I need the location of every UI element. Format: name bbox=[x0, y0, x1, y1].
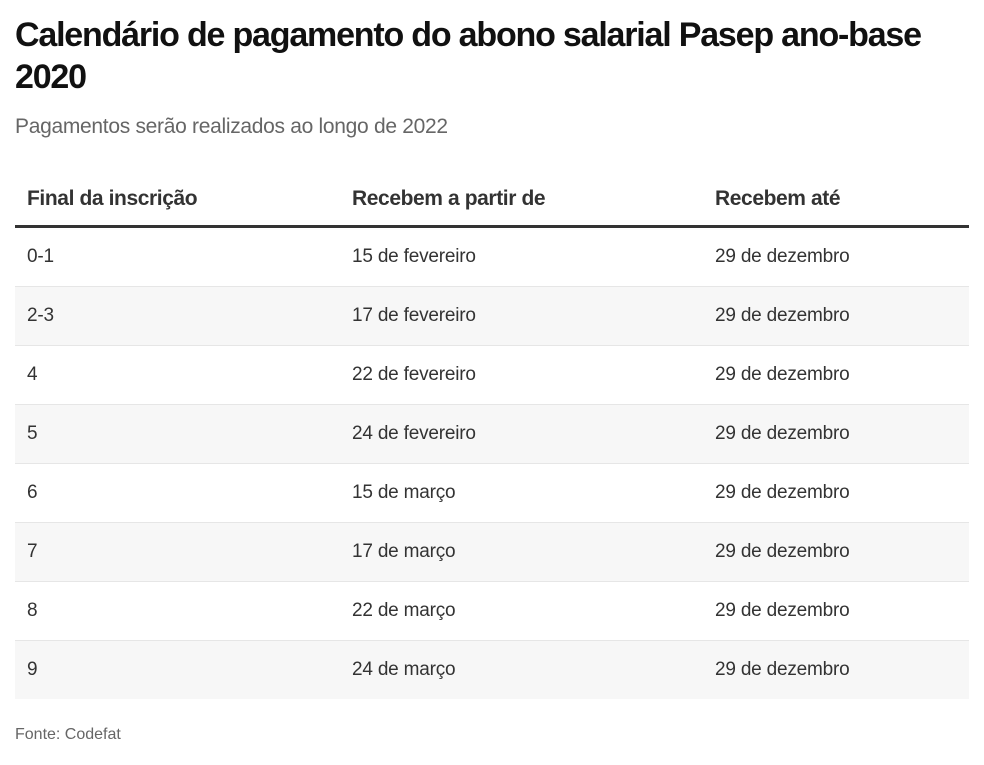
cell-final: 8 bbox=[15, 581, 340, 641]
cell-end-date: 29 de dezembro bbox=[703, 226, 969, 287]
table-row: 6 15 de março 29 de dezembro bbox=[15, 463, 969, 523]
cell-start-date: 22 de março bbox=[340, 581, 703, 641]
cell-end-date: 29 de dezembro bbox=[703, 345, 969, 405]
payment-calendar-table: Final da inscrição Recebem a partir de R… bbox=[15, 172, 969, 699]
cell-end-date: 29 de dezembro bbox=[703, 640, 969, 699]
cell-start-date: 15 de março bbox=[340, 463, 703, 523]
cell-final: 0-1 bbox=[15, 226, 340, 287]
column-header-final-inscricao: Final da inscrição bbox=[15, 172, 340, 228]
cell-final: 6 bbox=[15, 463, 340, 523]
column-header-recebem-ate: Recebem até bbox=[703, 172, 969, 228]
table-row: 5 24 de fevereiro 29 de dezembro bbox=[15, 404, 969, 464]
cell-end-date: 29 de dezembro bbox=[703, 404, 969, 464]
cell-final: 7 bbox=[15, 522, 340, 582]
cell-start-date: 17 de fevereiro bbox=[340, 286, 703, 346]
table-header-row: Final da inscrição Recebem a partir de R… bbox=[15, 172, 969, 228]
cell-start-date: 24 de março bbox=[340, 640, 703, 699]
table-row: 0-1 15 de fevereiro 29 de dezembro bbox=[15, 226, 969, 287]
cell-final: 5 bbox=[15, 404, 340, 464]
table-row: 9 24 de março 29 de dezembro bbox=[15, 640, 969, 699]
table-row: 7 17 de março 29 de dezembro bbox=[15, 522, 969, 582]
cell-end-date: 29 de dezembro bbox=[703, 286, 969, 346]
column-header-recebem-a-partir: Recebem a partir de bbox=[340, 172, 703, 228]
cell-start-date: 24 de fevereiro bbox=[340, 404, 703, 464]
chart-subtitle: Pagamentos serão realizados ao longo de … bbox=[15, 115, 448, 138]
cell-start-date: 22 de fevereiro bbox=[340, 345, 703, 405]
table-row: 4 22 de fevereiro 29 de dezembro bbox=[15, 345, 969, 405]
table-row: 2-3 17 de fevereiro 29 de dezembro bbox=[15, 286, 969, 346]
chart-title: Calendário de pagamento do abono salaria… bbox=[15, 16, 922, 96]
cell-final: 9 bbox=[15, 640, 340, 699]
cell-final: 2-3 bbox=[15, 286, 340, 346]
source-note: Fonte: Codefat bbox=[15, 726, 121, 743]
cell-start-date: 15 de fevereiro bbox=[340, 226, 703, 287]
cell-end-date: 29 de dezembro bbox=[703, 522, 969, 582]
cell-end-date: 29 de dezembro bbox=[703, 581, 969, 641]
cell-final: 4 bbox=[15, 345, 340, 405]
table-row: 8 22 de março 29 de dezembro bbox=[15, 581, 969, 641]
cell-start-date: 17 de março bbox=[340, 522, 703, 582]
cell-end-date: 29 de dezembro bbox=[703, 463, 969, 523]
